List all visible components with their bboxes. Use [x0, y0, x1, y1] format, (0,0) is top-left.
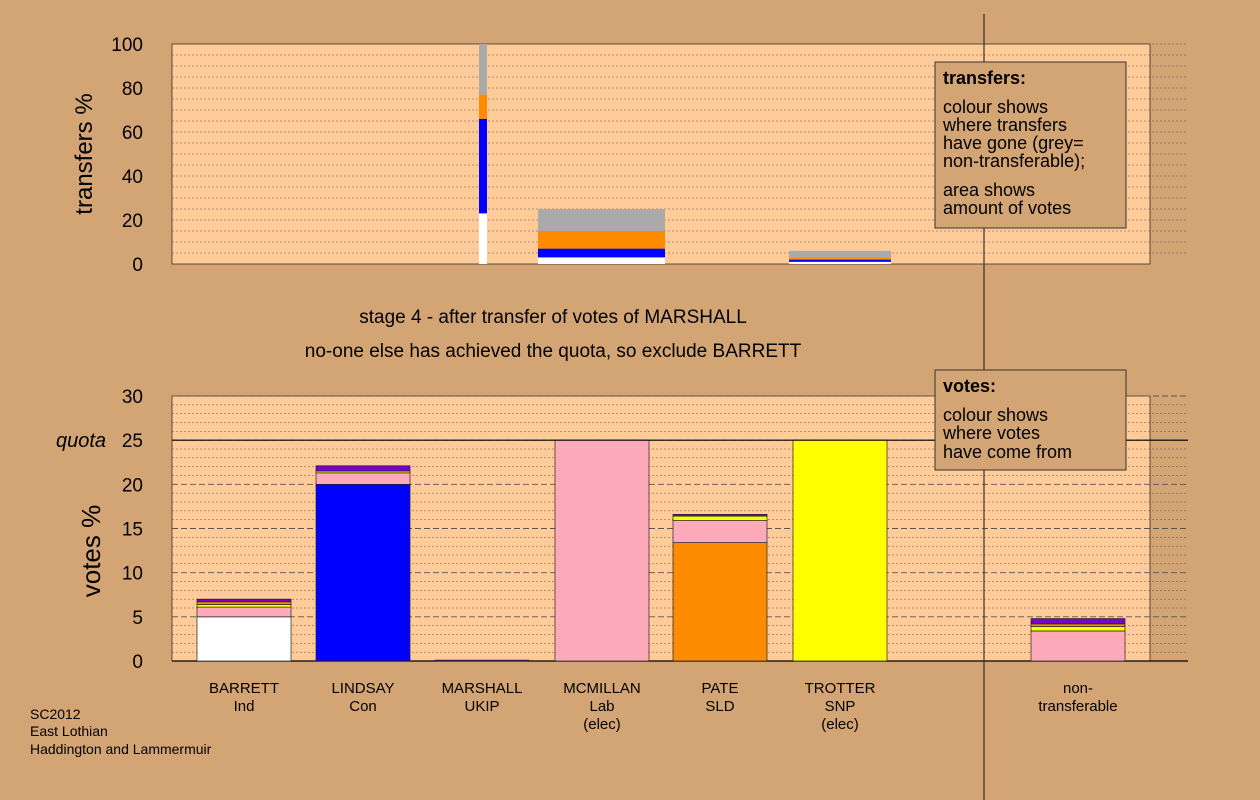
- transfers-legend-line: non-transferable);: [943, 151, 1085, 171]
- vote-segment: [315, 472, 411, 485]
- stage-title: stage 4 - after transfer of votes of MAR…: [359, 307, 747, 328]
- candidate-label: non-: [1063, 680, 1093, 697]
- transfers-legend-line: where transfers: [942, 115, 1067, 135]
- vote-segment: [1030, 626, 1126, 632]
- transfer-segment: [538, 231, 665, 249]
- transfer-segment: [479, 44, 487, 95]
- transfer-segment: [479, 118, 487, 214]
- transfer-segment: [789, 259, 891, 262]
- y-tick-label: 15: [122, 520, 143, 541]
- y-tick-label: 5: [132, 608, 143, 629]
- y-tick-label: 40: [122, 167, 143, 188]
- transfers-legend: transfers: colour shows where transfers …: [934, 61, 1127, 229]
- y-tick-label: 20: [122, 475, 143, 496]
- votes-y-ticks: 0 5 10 15 20 25 30: [122, 387, 143, 673]
- transfer-segment: [789, 261, 891, 264]
- vote-segment: [196, 606, 292, 618]
- transfers-legend-title: transfers:: [943, 68, 1026, 88]
- candidate-label: (elec): [583, 716, 621, 733]
- candidate-label: transferable: [1038, 698, 1117, 715]
- candidate-label: Ind: [234, 698, 255, 715]
- votes-legend-box: [934, 369, 1127, 471]
- y-tick-label: 0: [132, 652, 143, 673]
- y-tick-label: 25: [122, 431, 143, 452]
- transfers-legend-line: amount of votes: [943, 198, 1071, 218]
- footer-line: SC2012: [30, 706, 81, 722]
- vote-segment: [1030, 618, 1126, 625]
- transfers-legend-line: area shows: [943, 180, 1035, 200]
- votes-legend-line: have come from: [943, 442, 1072, 462]
- y-tick-label: 20: [122, 211, 143, 232]
- candidate-label: BARRETT: [209, 680, 279, 697]
- vote-segment: [196, 598, 292, 603]
- y-tick-label: 30: [122, 387, 143, 408]
- candidate-label: Con: [349, 698, 377, 715]
- vote-segment: [315, 483, 411, 662]
- transfer-segment: [538, 257, 665, 264]
- votes-legend-title: votes:: [943, 376, 996, 396]
- candidate-label: LINDSAY: [331, 680, 394, 697]
- vote-segment: [1030, 623, 1126, 627]
- transfer-segment: [479, 94, 487, 119]
- stage-subtitle: no-one else has achieved the quota, so e…: [305, 341, 802, 362]
- footer-line: East Lothian: [30, 723, 108, 739]
- vote-segment: [672, 514, 768, 517]
- votes-legend-line: colour shows: [943, 405, 1048, 425]
- transfers-gridlines: [172, 43, 1188, 254]
- y-tick-label: 10: [122, 564, 143, 585]
- candidate-label: MARSHALL: [442, 680, 523, 697]
- vote-segment: [315, 465, 411, 472]
- vote-segment: [434, 659, 530, 662]
- vote-segment: [554, 439, 650, 662]
- vote-segment: [672, 515, 768, 521]
- candidate-label: TROTTER: [805, 680, 876, 697]
- transfers-bars: [479, 44, 891, 264]
- y-tick-label: 100: [111, 35, 143, 56]
- transfer-segment: [538, 209, 665, 231]
- quota-label: quota: [56, 430, 106, 452]
- candidate-label: MCMILLAN: [563, 680, 641, 697]
- transfers-y-ticks: 0 20 40 60 80 100: [111, 35, 143, 276]
- footer-line: Haddington and Lammermuir: [30, 741, 212, 757]
- transfers-legend-line: colour shows: [943, 97, 1048, 117]
- vote-segment: [672, 520, 768, 543]
- y-tick-label: 0: [132, 255, 143, 276]
- votes-legend: votes: colour shows where votes have com…: [934, 369, 1127, 471]
- vote-segment: [196, 604, 292, 608]
- transfers-y-axis-label: transfers %: [71, 93, 98, 214]
- candidate-label: SLD: [705, 698, 734, 715]
- vote-segment: [672, 542, 768, 662]
- vote-segment: [196, 601, 292, 605]
- transfer-segment: [789, 257, 891, 260]
- vote-segment: [792, 439, 888, 662]
- transfer-segment: [538, 248, 665, 258]
- vote-segment: [1030, 630, 1126, 662]
- transfers-legend-box: [934, 61, 1127, 229]
- vote-segment: [196, 616, 292, 662]
- candidate-label: UKIP: [464, 698, 499, 715]
- transfer-segment: [479, 213, 487, 264]
- y-tick-label: 60: [122, 123, 143, 144]
- candidate-label: SNP: [825, 698, 856, 715]
- votes-legend-line: where votes: [942, 423, 1040, 443]
- candidate-label: Lab: [589, 698, 614, 715]
- transfer-segment: [789, 250, 891, 258]
- y-tick-label: 80: [122, 79, 143, 100]
- votes-y-axis-label: votes %: [76, 505, 106, 598]
- candidate-label: (elec): [821, 716, 859, 733]
- transfers-legend-line: have gone (grey=: [943, 133, 1084, 153]
- candidate-label: PATE: [702, 680, 739, 697]
- votes-bars: [196, 439, 1126, 662]
